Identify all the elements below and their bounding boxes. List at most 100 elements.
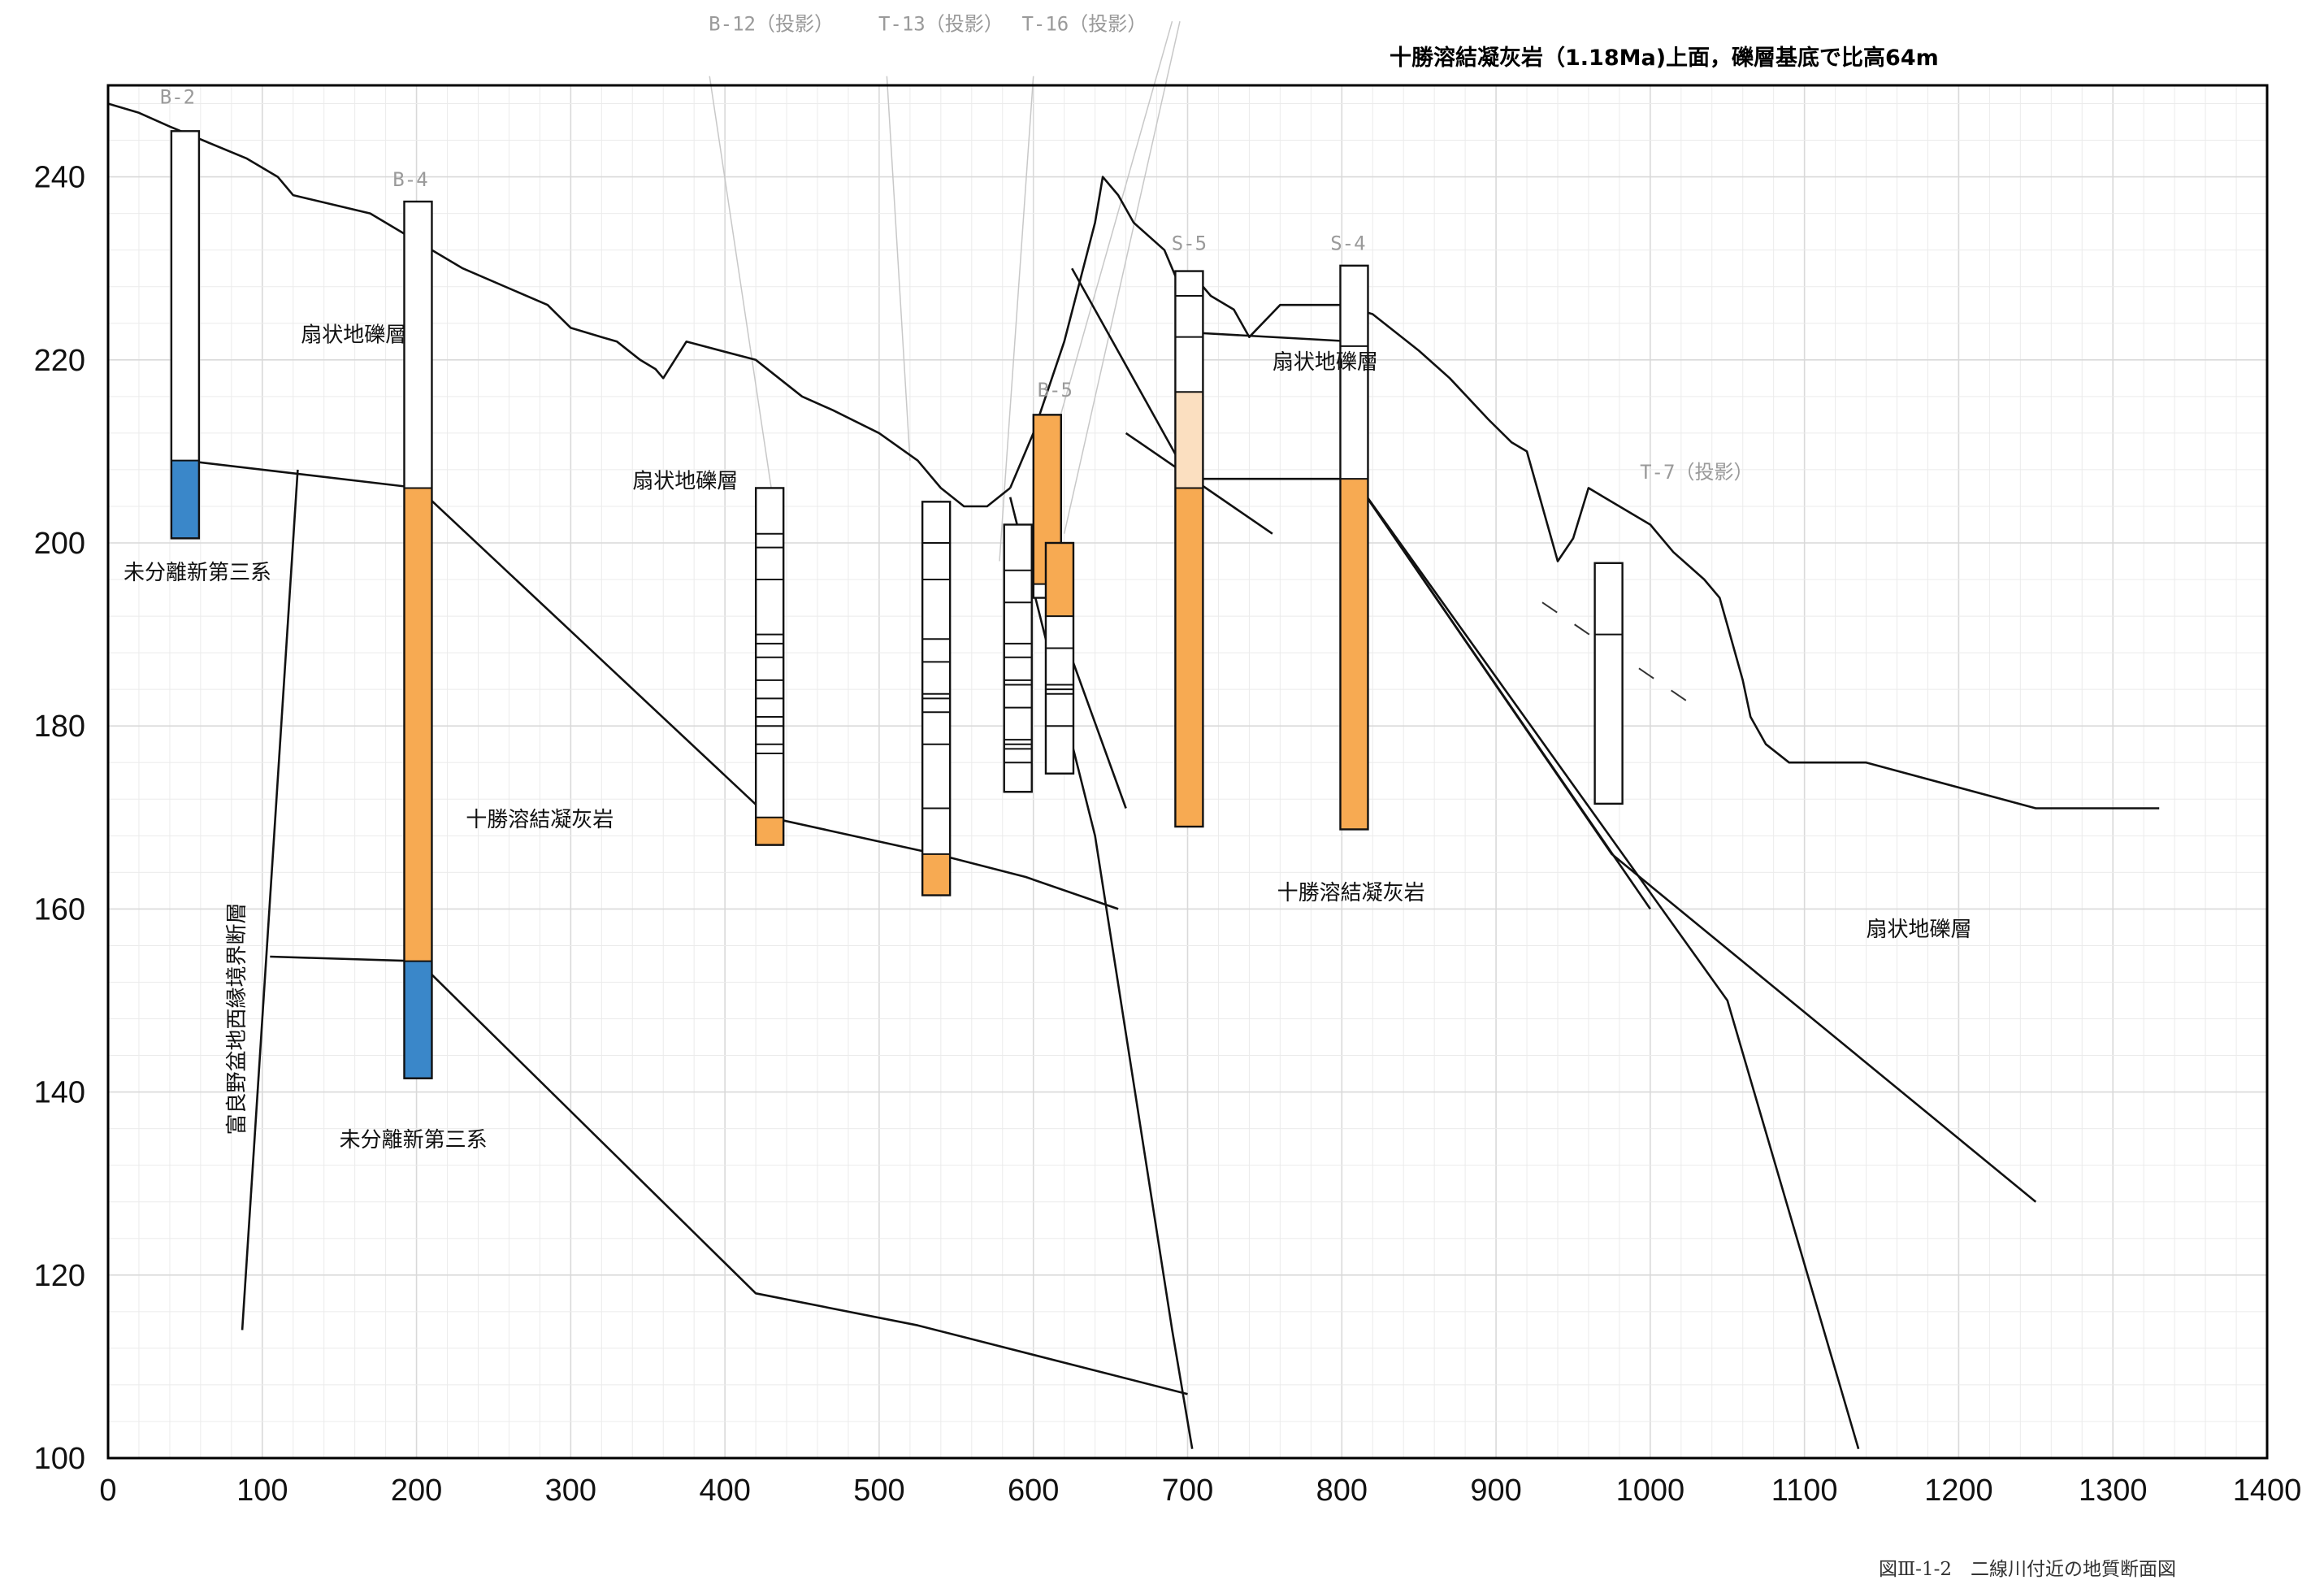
borehole-segment — [756, 488, 784, 818]
borehole-segment — [1594, 562, 1623, 804]
borehole-segment — [1175, 488, 1203, 827]
borehole-outline — [1044, 541, 1075, 775]
boreholes — [170, 130, 1624, 1079]
tuff-base — [417, 960, 1188, 1396]
unit-label: 扇状地礫層 — [632, 469, 738, 493]
borehole-label: T-16（投影） — [1021, 12, 1147, 35]
gravel-base-west — [184, 459, 1119, 910]
unit-label: 未分離新第三系 — [124, 561, 271, 585]
s5-s4-boundary — [1189, 331, 1355, 343]
borehole-outline — [170, 130, 201, 540]
leader-t16 — [999, 76, 1034, 562]
borehole-t-16 — [1003, 523, 1033, 793]
geologic-lines — [107, 102, 2160, 1450]
x-tick-label: 500 — [853, 1474, 904, 1508]
unit-label: 十勝溶結凝灰岩 — [1277, 881, 1425, 905]
borehole-label: T-13（投影） — [878, 12, 1004, 35]
borehole-outline — [1593, 562, 1624, 805]
unit-label: 十勝溶結凝灰岩 — [466, 808, 614, 832]
borehole-segment — [922, 501, 951, 854]
x-tick-label: 600 — [1008, 1474, 1059, 1508]
borehole-label: S-5 — [1172, 232, 1207, 255]
borehole-t-6- — [1044, 541, 1075, 775]
borehole-segment — [1175, 392, 1203, 488]
y-tick-labels: 100 120 140 160 180 200 220 240 — [34, 161, 85, 1476]
ground-surface — [107, 102, 1012, 508]
x-tick-label: 300 — [545, 1474, 596, 1508]
y-tick-label: 120 — [34, 1259, 85, 1293]
unit-labels: 扇状地礫層扇状地礫層扇状地礫層扇状地礫層未分離新第三系未分離新第三系十勝溶結凝灰… — [124, 323, 1972, 1152]
borehole-segment — [922, 853, 951, 896]
borehole-outline — [1174, 270, 1204, 828]
unit-label: 扇状地礫層 — [1273, 350, 1378, 375]
x-tick-label: 900 — [1470, 1474, 1521, 1508]
borehole-segment — [1045, 616, 1073, 774]
fault-center — [1008, 497, 1194, 1449]
borehole-segment — [171, 460, 199, 539]
borehole-segment — [404, 961, 432, 1079]
borehole-b-4 — [403, 200, 433, 1079]
figure-caption: 図Ⅲ-1-2 二線川付近の地質断面図 — [1879, 1559, 2176, 1580]
title-note: 十勝溶結凝灰岩（1.18Ma)上面，礫層基底で比高64m — [1390, 45, 1939, 71]
fault-west — [241, 469, 299, 1330]
borehole-s-4 — [1339, 264, 1369, 831]
borehole-segment — [1175, 271, 1203, 393]
x-tick-label: 700 — [1162, 1474, 1213, 1508]
borehole-segment — [1004, 524, 1032, 792]
fault-label: 富良野盆地西縁境界断層 — [225, 903, 249, 1135]
borehole-segment — [404, 488, 432, 961]
borehole-label: S-4 — [1330, 232, 1365, 255]
x-tick-labels: 0 100 200 300 400 500 600 700 800 900 1000 1100 1200… — [99, 1474, 2301, 1508]
tuff-top-upper — [270, 955, 418, 962]
borehole-label: B-2 — [160, 86, 195, 109]
leader-b12 — [709, 76, 772, 488]
borehole-outline — [754, 487, 785, 846]
y-tick-label: 220 — [34, 344, 85, 378]
borehole-segment — [171, 131, 199, 461]
borehole-segment — [1340, 265, 1368, 480]
east-fault-2 — [1353, 478, 1860, 1450]
ridge-surface — [1009, 176, 2160, 810]
x-tick-label: 0 — [99, 1474, 116, 1508]
y-tick-label: 180 — [34, 710, 85, 744]
borehole-outline — [921, 501, 952, 896]
borehole-segment — [756, 817, 784, 845]
y-tick-label: 200 — [34, 527, 85, 561]
grid — [107, 85, 2268, 1459]
east-fault-1 — [1353, 478, 2037, 1203]
borehole-labels: B-2B-4B-12（投影）T-13（投影）T-16（投影）B-5T-6'（投影… — [160, 12, 1754, 484]
leader-t6 — [1063, 21, 1181, 534]
x-tick-label: 1200 — [1924, 1474, 1993, 1508]
x-tick-label: 1000 — [1616, 1474, 1685, 1508]
x-tick-label: 1400 — [2233, 1474, 2302, 1508]
borehole-b-12 — [754, 487, 785, 846]
x-tick-label: 200 — [391, 1474, 442, 1508]
borehole-outline — [403, 200, 433, 1079]
leader-t6b — [1049, 20, 1173, 452]
y-tick-label: 100 — [34, 1442, 85, 1476]
borehole-t-13 — [921, 501, 952, 896]
x-tick-label: 400 — [699, 1474, 750, 1508]
unit-label: 扇状地礫層 — [301, 323, 406, 347]
x-tick-label: 1100 — [1771, 1474, 1838, 1508]
plot-frame — [106, 84, 2269, 1460]
unit-label: 扇状地礫層 — [1867, 918, 1972, 942]
borehole-label: B-5 — [1038, 379, 1073, 402]
y-tick-label: 240 — [34, 161, 85, 195]
projection-leaders — [709, 20, 1181, 562]
x-tick-label: 100 — [236, 1474, 288, 1508]
borehole-outline — [1003, 523, 1033, 793]
borehole-segment — [1340, 479, 1368, 830]
borehole-label: T-7（投影） — [1640, 461, 1753, 484]
borehole-s-5 — [1174, 270, 1204, 828]
y-tick-label: 140 — [34, 1076, 85, 1110]
borehole-outline — [1339, 264, 1369, 831]
x-tick-label: 1300 — [2079, 1474, 2148, 1508]
east-fault-3 — [1353, 478, 1651, 910]
unit-label: 未分離新第三系 — [340, 1128, 488, 1152]
borehole-label: B-12（投影） — [709, 12, 834, 35]
x-tick-label: 800 — [1316, 1474, 1368, 1508]
borehole-label: B-4 — [392, 168, 427, 191]
borehole-segment — [404, 202, 432, 488]
